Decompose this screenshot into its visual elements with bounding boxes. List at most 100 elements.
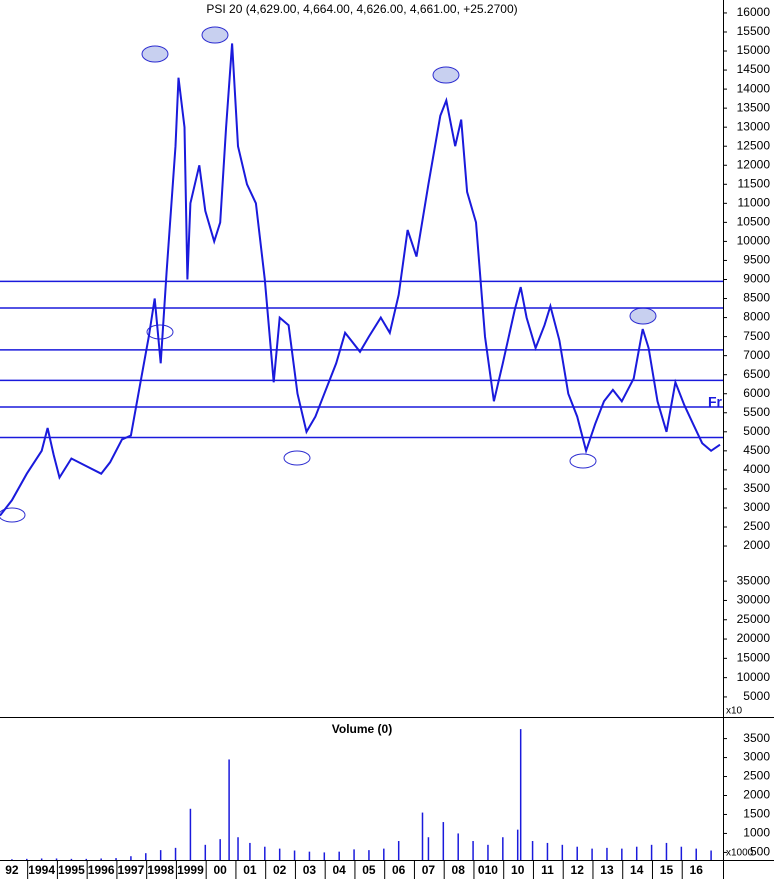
volume-bar bbox=[338, 851, 340, 860]
x-tick-label: 92 bbox=[5, 863, 19, 877]
bull-icon bbox=[146, 324, 174, 340]
volume-bar bbox=[237, 837, 239, 860]
volume-bar bbox=[621, 848, 623, 860]
y-tick-label: 15000 bbox=[737, 43, 771, 57]
volume-bar bbox=[635, 846, 638, 860]
y-tick-label: 11000 bbox=[738, 196, 771, 210]
y-tick-label: 2000 bbox=[743, 538, 770, 552]
volume-bar bbox=[264, 846, 266, 860]
x-tick-label: 08 bbox=[452, 863, 466, 877]
x-tick-label: 03 bbox=[303, 863, 317, 877]
volume-bar bbox=[546, 842, 549, 860]
volume-bar bbox=[308, 851, 311, 860]
x-tick-label: 16 bbox=[690, 863, 704, 877]
volume-bar bbox=[591, 848, 593, 860]
volume-bar bbox=[278, 848, 281, 860]
x-tick-label: 00 bbox=[213, 863, 227, 877]
volume-bar bbox=[531, 841, 534, 860]
x-tick-label: 10 bbox=[511, 863, 525, 877]
x-tick-label: 12 bbox=[571, 863, 585, 877]
y-tick-label: 12500 bbox=[737, 138, 771, 152]
x-tick-label: 1994 bbox=[28, 863, 55, 877]
volume-bar bbox=[516, 829, 519, 860]
volume-bar bbox=[710, 850, 712, 860]
volume-bar bbox=[421, 812, 424, 860]
y-tick-label: 4000 bbox=[743, 462, 770, 476]
volume-bar bbox=[576, 846, 578, 860]
y-tick-label: 4500 bbox=[743, 443, 770, 457]
volume-bar bbox=[353, 849, 355, 860]
volume-bar bbox=[145, 853, 147, 860]
y-tick-label: 6500 bbox=[743, 367, 770, 381]
x-tick-label: 13 bbox=[600, 863, 614, 877]
volume-bar bbox=[383, 848, 385, 860]
volume-bar bbox=[650, 844, 653, 860]
y-tick-label: 8500 bbox=[743, 291, 770, 305]
y-tick-label: 500 bbox=[750, 845, 770, 859]
axis-unit: x10 bbox=[726, 706, 743, 717]
x-tick-label: 06 bbox=[392, 863, 406, 877]
volume-bar bbox=[189, 808, 192, 860]
y-tick-label: 13000 bbox=[737, 119, 771, 133]
price-line bbox=[0, 43, 721, 517]
y-tick-label: 2500 bbox=[743, 519, 770, 533]
volume-bar bbox=[695, 848, 697, 860]
volume-bar bbox=[70, 858, 73, 860]
bear-icon bbox=[629, 307, 657, 325]
y2-tick-label: 5000 bbox=[743, 689, 770, 703]
volume-bar bbox=[442, 822, 445, 860]
y-tick-label: 16000 bbox=[737, 5, 771, 19]
volume-bar bbox=[204, 844, 207, 860]
volume-bar bbox=[487, 844, 489, 860]
y-tick-label: 14500 bbox=[737, 62, 771, 76]
y-tick-label: 8000 bbox=[743, 310, 770, 324]
volume-bar bbox=[174, 847, 177, 860]
y-tick-label: 6000 bbox=[743, 386, 770, 400]
y-tick-label: 13500 bbox=[737, 100, 771, 114]
axis-unit: x1000 bbox=[726, 848, 754, 859]
volume-bar bbox=[228, 759, 230, 860]
volume-bar bbox=[502, 837, 504, 860]
volume-bar bbox=[219, 839, 221, 860]
volume-bar bbox=[26, 858, 28, 860]
volume-bar bbox=[665, 842, 668, 860]
y2-tick-label: 35000 bbox=[737, 573, 771, 587]
y-tick-label: 14000 bbox=[737, 81, 771, 95]
y-tick-label: 3000 bbox=[743, 500, 770, 514]
x-tick-label: 05 bbox=[362, 863, 376, 877]
x-tick-label: 1999 bbox=[177, 863, 204, 877]
y-tick-label: 3000 bbox=[743, 750, 770, 764]
volume-bar bbox=[472, 841, 474, 860]
y-tick-label: 1000 bbox=[743, 826, 770, 840]
y-tick-label: 3500 bbox=[743, 481, 770, 495]
y-tick-label: 9000 bbox=[743, 272, 770, 286]
y-tick-label: 7500 bbox=[743, 329, 770, 343]
bull-icon bbox=[283, 450, 311, 466]
y2-tick-label: 15000 bbox=[737, 651, 771, 665]
x-tick-label: 1997 bbox=[118, 863, 145, 877]
y-tick-label: 7000 bbox=[743, 348, 770, 362]
y-tick-label: 3500 bbox=[743, 731, 770, 745]
x-tick-label: 15 bbox=[660, 863, 674, 877]
volume-bar bbox=[368, 850, 370, 860]
volume-bar bbox=[457, 833, 459, 860]
volume-bar bbox=[680, 846, 683, 860]
bull-icon bbox=[0, 507, 26, 523]
y-tick-label: 5500 bbox=[743, 405, 770, 419]
y2-tick-label: 10000 bbox=[737, 670, 771, 684]
signal-icons bbox=[0, 26, 657, 523]
volume-bar bbox=[100, 858, 102, 860]
x-tick-label: 01 bbox=[243, 863, 257, 877]
volume-bar bbox=[40, 858, 43, 860]
volume-bar bbox=[397, 841, 400, 860]
y-tick-label: 2500 bbox=[743, 769, 770, 783]
volume-bar bbox=[293, 850, 296, 860]
y-tick-label: 10500 bbox=[737, 215, 771, 229]
volume-bar bbox=[85, 858, 88, 860]
volume-bar bbox=[130, 856, 132, 860]
volume-bar bbox=[159, 850, 162, 860]
bear-icon bbox=[141, 45, 169, 63]
y-tick-label: 5000 bbox=[743, 424, 770, 438]
y-tick-label: 10000 bbox=[737, 234, 771, 248]
annotation: Fr bbox=[708, 394, 723, 410]
